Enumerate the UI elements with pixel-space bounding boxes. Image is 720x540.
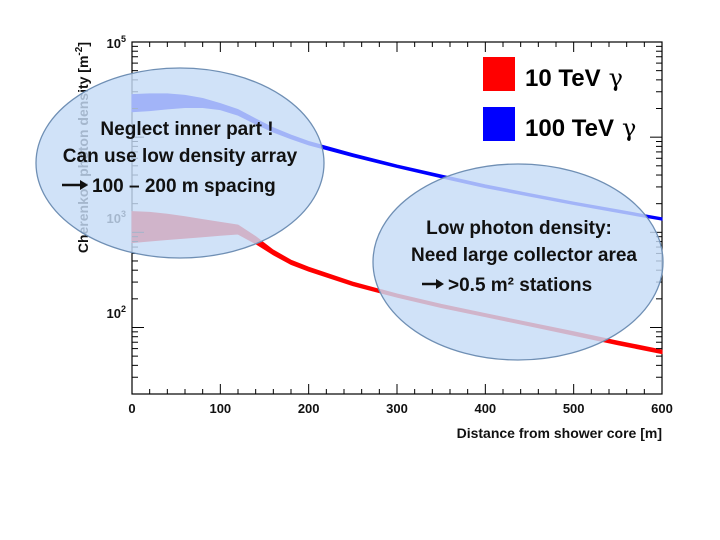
legend-label-10tev: 10 TeV γ xyxy=(525,64,623,92)
x-tick-label-0: 0 xyxy=(128,401,135,416)
annotation-ellipse-outer xyxy=(372,163,664,361)
x-tick-label-300: 300 xyxy=(386,401,408,416)
annotation-ellipse-inner xyxy=(35,67,325,259)
annotation-outer-line-1: Low photon density: xyxy=(426,218,612,239)
annotation-outer-arrow-icon xyxy=(422,279,444,289)
legend-swatch-100tev xyxy=(483,107,515,141)
annotation-outer-line-3: >0.5 m² stations xyxy=(448,275,592,296)
x-tick-label-100: 100 xyxy=(209,401,231,416)
annotation-inner-arrow-icon xyxy=(62,180,88,190)
x-tick-label-500: 500 xyxy=(563,401,585,416)
x-tick-label-200: 200 xyxy=(298,401,320,416)
annotation-inner-line-1: Neglect inner part ! xyxy=(100,119,273,140)
x-axis xyxy=(131,42,663,394)
annotation-inner-line-3: 100 – 200 m spacing xyxy=(92,176,276,197)
x-axis-title: Distance from shower core [m] xyxy=(457,425,662,441)
legend-label-100tev: 100 TeV γ xyxy=(525,114,636,142)
y-tick-label-100: 102 xyxy=(107,304,126,321)
y-tick-label-100000: 105 xyxy=(107,34,126,51)
x-tick-label-400: 400 xyxy=(474,401,496,416)
legend-swatch-10tev xyxy=(483,57,515,91)
x-tick-label-600: 600 xyxy=(651,401,673,416)
legend: 10 TeV γ 100 TeV γ xyxy=(483,57,636,142)
annotation-inner-line-2: Can use low density array xyxy=(63,146,298,167)
annotation-outer-line-2: Need large collector area xyxy=(411,245,637,266)
